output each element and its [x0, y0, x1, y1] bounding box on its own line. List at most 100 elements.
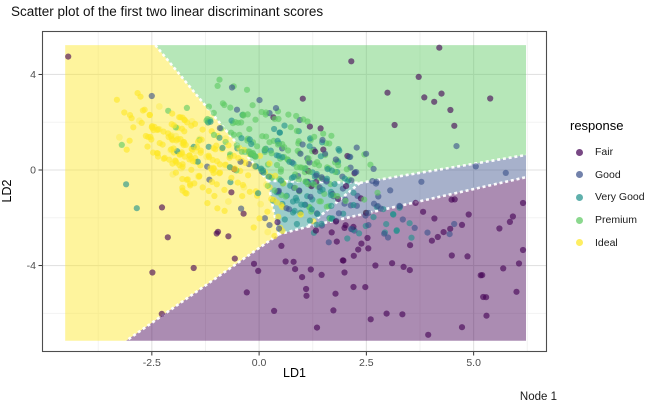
point-fair: [343, 183, 350, 190]
point-very_good: [370, 214, 377, 221]
point-very_good: [216, 134, 223, 141]
point-fair: [312, 227, 319, 234]
point-ideal: [208, 178, 216, 185]
point-ideal: [144, 143, 151, 150]
point-good: [299, 141, 306, 148]
point-good: [296, 187, 303, 194]
point-ideal: [272, 172, 279, 179]
point-ideal: [214, 205, 221, 212]
point-good: [373, 178, 380, 185]
point-good: [335, 210, 342, 217]
point-good: [453, 143, 460, 150]
point-ideal: [130, 124, 137, 131]
point-ideal: [250, 224, 257, 231]
point-good: [319, 136, 326, 144]
point-premium: [334, 193, 341, 200]
point-good: [307, 193, 314, 200]
legend-swatch-good: [576, 171, 583, 179]
point-ideal: [150, 149, 157, 156]
point-premium: [315, 162, 323, 169]
point-premium: [252, 153, 259, 160]
point-ideal: [138, 119, 145, 126]
point-fair: [465, 211, 472, 218]
point-ideal: [113, 96, 120, 103]
region-good: [307, 155, 526, 227]
point-ideal: [179, 163, 186, 170]
point-premium: [287, 124, 294, 131]
point-fair: [431, 215, 438, 222]
point-fair: [313, 324, 321, 331]
point-good: [353, 144, 360, 151]
y-tick-label: 4: [30, 69, 36, 81]
point-premium: [252, 116, 259, 123]
point-very_good: [383, 221, 390, 228]
point-good: [446, 231, 453, 238]
point-good: [370, 165, 377, 172]
point-ideal: [235, 155, 242, 162]
point-very_good: [390, 211, 397, 218]
point-fair: [240, 210, 247, 217]
point-ideal: [188, 166, 195, 173]
point-ideal: [205, 187, 212, 195]
point-good: [351, 169, 358, 176]
boundary-line: [125, 233, 280, 342]
legend: response Fair Good Very Good Premium Ideal: [566, 118, 672, 254]
point-ideal: [123, 146, 130, 153]
point-fair: [448, 252, 455, 259]
point-premium: [305, 155, 312, 162]
point-premium: [328, 132, 335, 139]
point-ideal: [213, 181, 220, 188]
point-very_good: [344, 178, 351, 185]
point-premium: [302, 165, 309, 172]
point-ideal: [226, 154, 233, 161]
point-ideal: [246, 188, 253, 195]
point-premium: [300, 116, 307, 123]
point-ideal: [181, 117, 188, 124]
legend-item-good: Good: [566, 164, 672, 187]
point-fair: [318, 271, 325, 278]
point-ideal: [199, 126, 206, 133]
point-good: [275, 225, 283, 232]
point-very_good: [238, 135, 245, 142]
point-very_good: [350, 201, 357, 209]
point-very_good: [314, 211, 321, 218]
point-premium: [240, 112, 247, 119]
point-premium: [262, 109, 270, 116]
point-good: [347, 153, 354, 160]
point-very_good: [258, 165, 265, 172]
point-very_good: [271, 125, 278, 133]
point-premium: [293, 164, 300, 171]
point-ideal: [134, 90, 141, 97]
point-ideal: [142, 132, 149, 140]
point-fair: [358, 240, 365, 247]
point-ideal: [188, 122, 195, 129]
point-fair: [434, 233, 441, 241]
point-ideal: [273, 199, 280, 206]
point-ideal: [268, 196, 275, 203]
point-ideal: [221, 186, 228, 193]
point-ideal: [225, 142, 232, 149]
y-tick-label: 0: [30, 165, 36, 177]
point-very_good: [408, 234, 415, 241]
point-very_good: [323, 175, 331, 182]
point-very_good: [328, 167, 335, 174]
point-premium: [285, 147, 292, 154]
point-very_good: [194, 158, 201, 165]
point-ideal: [169, 110, 176, 117]
point-good: [313, 172, 320, 179]
point-very_good: [335, 146, 342, 153]
point-premium: [249, 102, 256, 109]
point-fair: [389, 260, 396, 267]
point-premium: [374, 189, 381, 196]
point-good: [297, 150, 304, 157]
point-fair: [479, 272, 486, 279]
point-very_good: [317, 153, 324, 160]
point-ideal: [194, 144, 201, 151]
point-premium: [214, 82, 221, 89]
point-good: [472, 163, 479, 170]
point-good: [272, 105, 280, 112]
point-fair: [158, 310, 165, 317]
point-premium: [361, 196, 368, 203]
point-good: [325, 239, 332, 246]
